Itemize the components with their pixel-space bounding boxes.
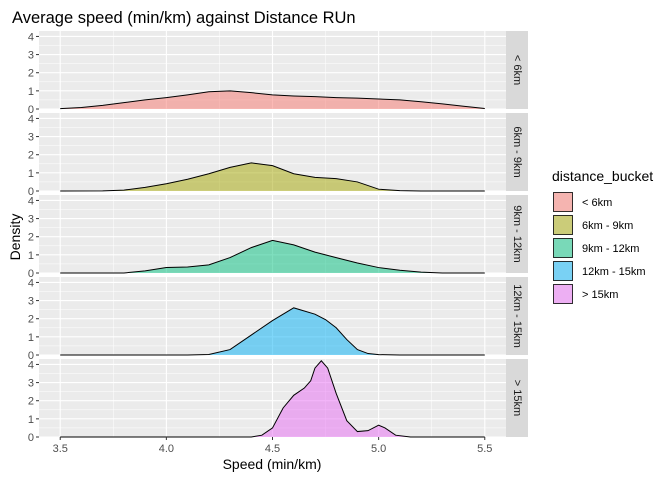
- chart-title: Average speed (min/km) against Distance …: [12, 9, 356, 27]
- density-area: [60, 307, 485, 355]
- density-outline: [60, 360, 485, 438]
- y-tick-label: 0: [28, 186, 34, 198]
- legend-swatch: [553, 238, 573, 258]
- legend-item: 9km - 12km: [553, 238, 639, 258]
- y-tick-label: 2: [28, 396, 34, 408]
- y-tick-label: 4: [28, 195, 34, 207]
- facet-strip: [506, 195, 528, 273]
- y-tick-label: 3: [28, 50, 34, 62]
- y-tick-label: 3: [28, 214, 34, 226]
- x-axis: 3.5 4.0 4.5 5.0 5.5: [53, 437, 492, 455]
- y-axis-title: Density: [7, 214, 23, 261]
- y-tick-label: 3: [28, 132, 34, 144]
- y-tick-label: 2: [28, 68, 34, 80]
- facet-panel: 0 1 2 3 4 6km - 9km: [28, 113, 528, 198]
- density-outline: [60, 90, 485, 110]
- y-tick-label: 0: [28, 104, 34, 116]
- legend-item: < 6km: [553, 192, 612, 212]
- facet-panel: 0 1 2 3 4 12km - 15km: [28, 277, 528, 362]
- density-outline: [60, 162, 485, 192]
- legend-item: > 15km: [553, 284, 618, 304]
- y-tick-label: 2: [28, 150, 34, 162]
- x-tick-label: 4.0: [159, 443, 174, 455]
- x-tick-label: 5.5: [477, 443, 492, 455]
- legend-swatch: [553, 192, 573, 212]
- legend-label: > 15km: [582, 289, 618, 301]
- density-outline: [60, 239, 485, 274]
- y-tick-label: 0: [28, 350, 34, 362]
- facet-panel: 0 1 2 3 4 < 6km: [28, 31, 528, 116]
- legend-label: 12km - 15km: [582, 266, 646, 278]
- facet-strip-label: > 15km: [511, 380, 523, 416]
- legend-swatch: [553, 284, 573, 304]
- legend-title: distance_bucket: [552, 168, 653, 184]
- facet-strip: [506, 359, 528, 437]
- legend-swatch: [553, 261, 573, 281]
- y-tick-label: 1: [28, 414, 34, 426]
- facet-strip: [506, 113, 528, 191]
- density-area: [60, 240, 485, 273]
- y-tick-label: 0: [28, 432, 34, 444]
- y-tick-label: 3: [28, 296, 34, 308]
- x-tick-label: 4.5: [265, 443, 280, 455]
- facet-panel: 0 1 2 3 4 > 15km: [28, 359, 528, 444]
- y-tick-label: 1: [28, 86, 34, 98]
- facet-strip-label: < 6km: [511, 55, 523, 85]
- legend-label: 6km - 9km: [582, 220, 633, 232]
- y-tick-label: 0: [28, 268, 34, 280]
- legend-swatch: [553, 215, 573, 235]
- y-tick-label: 4: [28, 31, 34, 43]
- y-tick-label: 1: [28, 250, 34, 262]
- y-tick-label: 1: [28, 168, 34, 180]
- legend-label: < 6km: [582, 197, 612, 209]
- y-tick-label: 2: [28, 314, 34, 326]
- legend-items: < 6km 6km - 9km 9km - 12km 12km - 15km > 15k…: [553, 192, 646, 304]
- y-tick-label: 1: [28, 332, 34, 344]
- y-tick-label: 4: [28, 113, 34, 125]
- y-tick-label: 2: [28, 232, 34, 244]
- density-outline: [60, 307, 485, 356]
- facet-strip-label: 12km - 15km: [511, 284, 523, 348]
- x-tick-label: 3.5: [53, 443, 68, 455]
- legend-item: 6km - 9km: [553, 215, 633, 235]
- y-tick-label: 4: [28, 277, 34, 289]
- legend-item: 12km - 15km: [553, 261, 646, 281]
- facet-panel: 0 1 2 3 4 9km - 12km: [28, 195, 528, 280]
- y-tick-label: 3: [28, 378, 34, 390]
- facet-strip-label: 9km - 12km: [511, 205, 523, 262]
- x-tick-label: 5.0: [371, 443, 386, 455]
- y-tick-label: 4: [28, 359, 34, 371]
- legend: distance_bucket < 6km 6km - 9km 9km - 12km…: [552, 168, 653, 304]
- legend-label: 9km - 12km: [582, 243, 639, 255]
- facet-strip: [506, 277, 528, 355]
- facet-strip: [506, 31, 528, 109]
- density-area: [60, 90, 485, 109]
- x-axis-title: Speed (min/km): [223, 456, 322, 472]
- facet-strip-label: 6km - 9km: [511, 126, 523, 177]
